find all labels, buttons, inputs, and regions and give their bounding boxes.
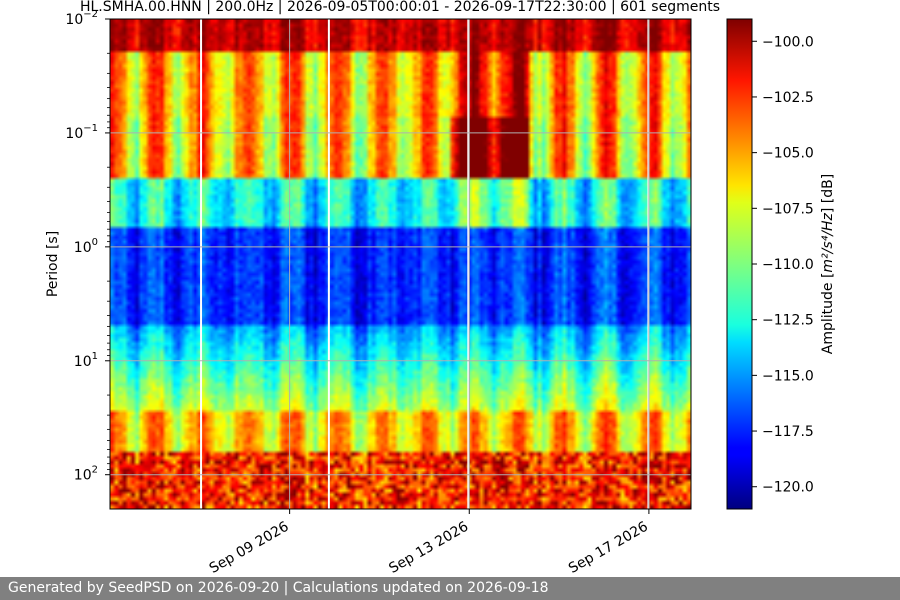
colorbar-label: Amplitude [m²/s⁴/Hz] [dB] (820, 174, 836, 354)
y-tick-label: 101 (74, 351, 98, 370)
y-tick-label: 102 (74, 465, 98, 484)
chart-title: HL.SMHA.00.HNN | 200.0Hz | 2026-09-05T00… (80, 0, 720, 15)
x-tick-label: Sep 13 2026 (386, 519, 471, 577)
colorbar-tick-label: −115.0 (762, 368, 814, 384)
y-tick-label: 10−1 (65, 123, 98, 142)
colorbar-tick-label: −105.0 (762, 146, 814, 162)
plot-frame (109, 18, 692, 510)
y-tick-label: 10−2 (65, 9, 98, 28)
footer-bar: Generated by SeedPSD on 2026-09-20 | Cal… (0, 577, 900, 600)
colorbar-tick-label: −100.0 (762, 34, 814, 50)
data-gap (200, 19, 203, 509)
colorbar-tick-label: −107.5 (762, 201, 814, 217)
x-axis: Sep 09 2026 Sep 13 2026 Sep 17 2026 (207, 509, 651, 577)
x-tick-label: Sep 17 2026 (566, 519, 651, 577)
y-axis: 10−2 10−1 100 101 102 (65, 9, 110, 484)
colorbar-label-suffix: ] [dB] (820, 174, 836, 213)
colorbar-label-unit: m²/s⁴/Hz (820, 212, 836, 272)
y-axis-label: Period [s] (45, 231, 61, 297)
colorbar-tick-label: −102.5 (762, 90, 814, 106)
psd-chart: HL.SMHA.00.HNN | 200.0Hz | 2026-09-05T00… (45, 0, 836, 577)
y-tick-label: 100 (74, 237, 98, 256)
colorbar-ticks: −100.0 −102.5 −105.0 −107.5 −110.0 −112.5 −115… (752, 34, 814, 496)
x-tick-label: Sep 09 2026 (207, 519, 292, 577)
psd-heatmap (110, 19, 691, 509)
colorbar (726, 18, 753, 510)
colorbar-label-prefix: Amplitude [ (820, 273, 836, 355)
footer-text: Generated by SeedPSD on 2026-09-20 | Cal… (8, 580, 549, 596)
colorbar-tick-label: −112.5 (762, 313, 814, 329)
colorbar-tick-label: −120.0 (762, 480, 814, 496)
colorbar-tick-label: −110.0 (762, 257, 814, 273)
data-gap (467, 19, 470, 509)
colorbar-tick-label: −117.5 (762, 424, 814, 440)
data-gap (327, 19, 330, 509)
